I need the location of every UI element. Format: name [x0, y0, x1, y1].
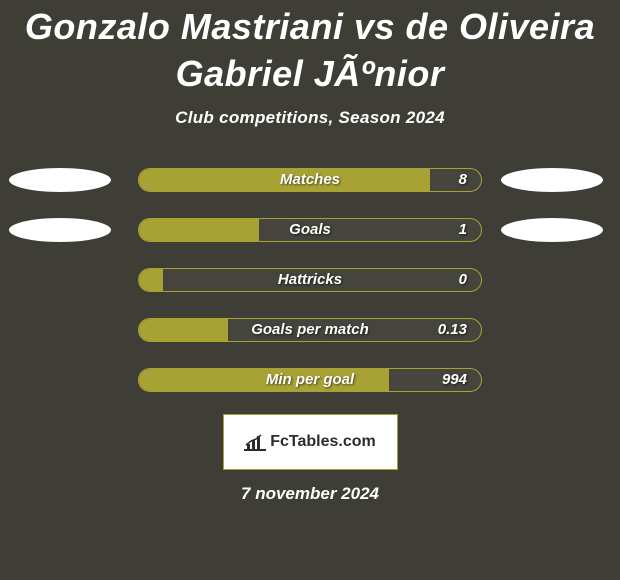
page-title: Gonzalo Mastriani vs de Oliveira Gabriel… [0, 0, 620, 98]
stat-pill-fill [139, 369, 389, 391]
bar-chart-icon [244, 433, 266, 451]
stat-pill: Goals 1 [138, 218, 482, 242]
stat-value: 994 [442, 371, 467, 388]
stat-row: Hattricks 0 [0, 268, 620, 292]
stat-pill: Min per goal 994 [138, 368, 482, 392]
page-subtitle: Club competitions, Season 2024 [0, 108, 620, 128]
stat-pill: Matches 8 [138, 168, 482, 192]
fctables-logo-box: FcTables.com [223, 414, 398, 470]
stat-value: 8 [459, 171, 467, 188]
comparison-infographic: Gonzalo Mastriani vs de Oliveira Gabriel… [0, 0, 620, 580]
stat-row: Goals 1 [0, 218, 620, 242]
right-ellipse [501, 218, 603, 242]
stat-value: 0 [459, 271, 467, 288]
stat-value: 0.13 [438, 321, 467, 338]
infographic-date: 7 november 2024 [0, 484, 620, 504]
left-ellipse [9, 218, 111, 242]
stat-label: Hattricks [139, 271, 481, 288]
stat-pill: Goals per match 0.13 [138, 318, 482, 342]
stat-row: Min per goal 994 [0, 368, 620, 392]
stat-pill-fill [139, 269, 163, 291]
stat-row: Matches 8 [0, 168, 620, 192]
logo-text: FcTables.com [270, 433, 376, 451]
stat-pill-fill [139, 169, 430, 191]
left-ellipse [9, 168, 111, 192]
stat-pill-fill [139, 219, 259, 241]
stat-pill: Hattricks 0 [138, 268, 482, 292]
stat-pill-fill [139, 319, 228, 341]
stat-row: Goals per match 0.13 [0, 318, 620, 342]
stat-value: 1 [459, 221, 467, 238]
right-ellipse [501, 168, 603, 192]
stats-container: Matches 8 Goals 1 Hattricks 0 [0, 168, 620, 392]
